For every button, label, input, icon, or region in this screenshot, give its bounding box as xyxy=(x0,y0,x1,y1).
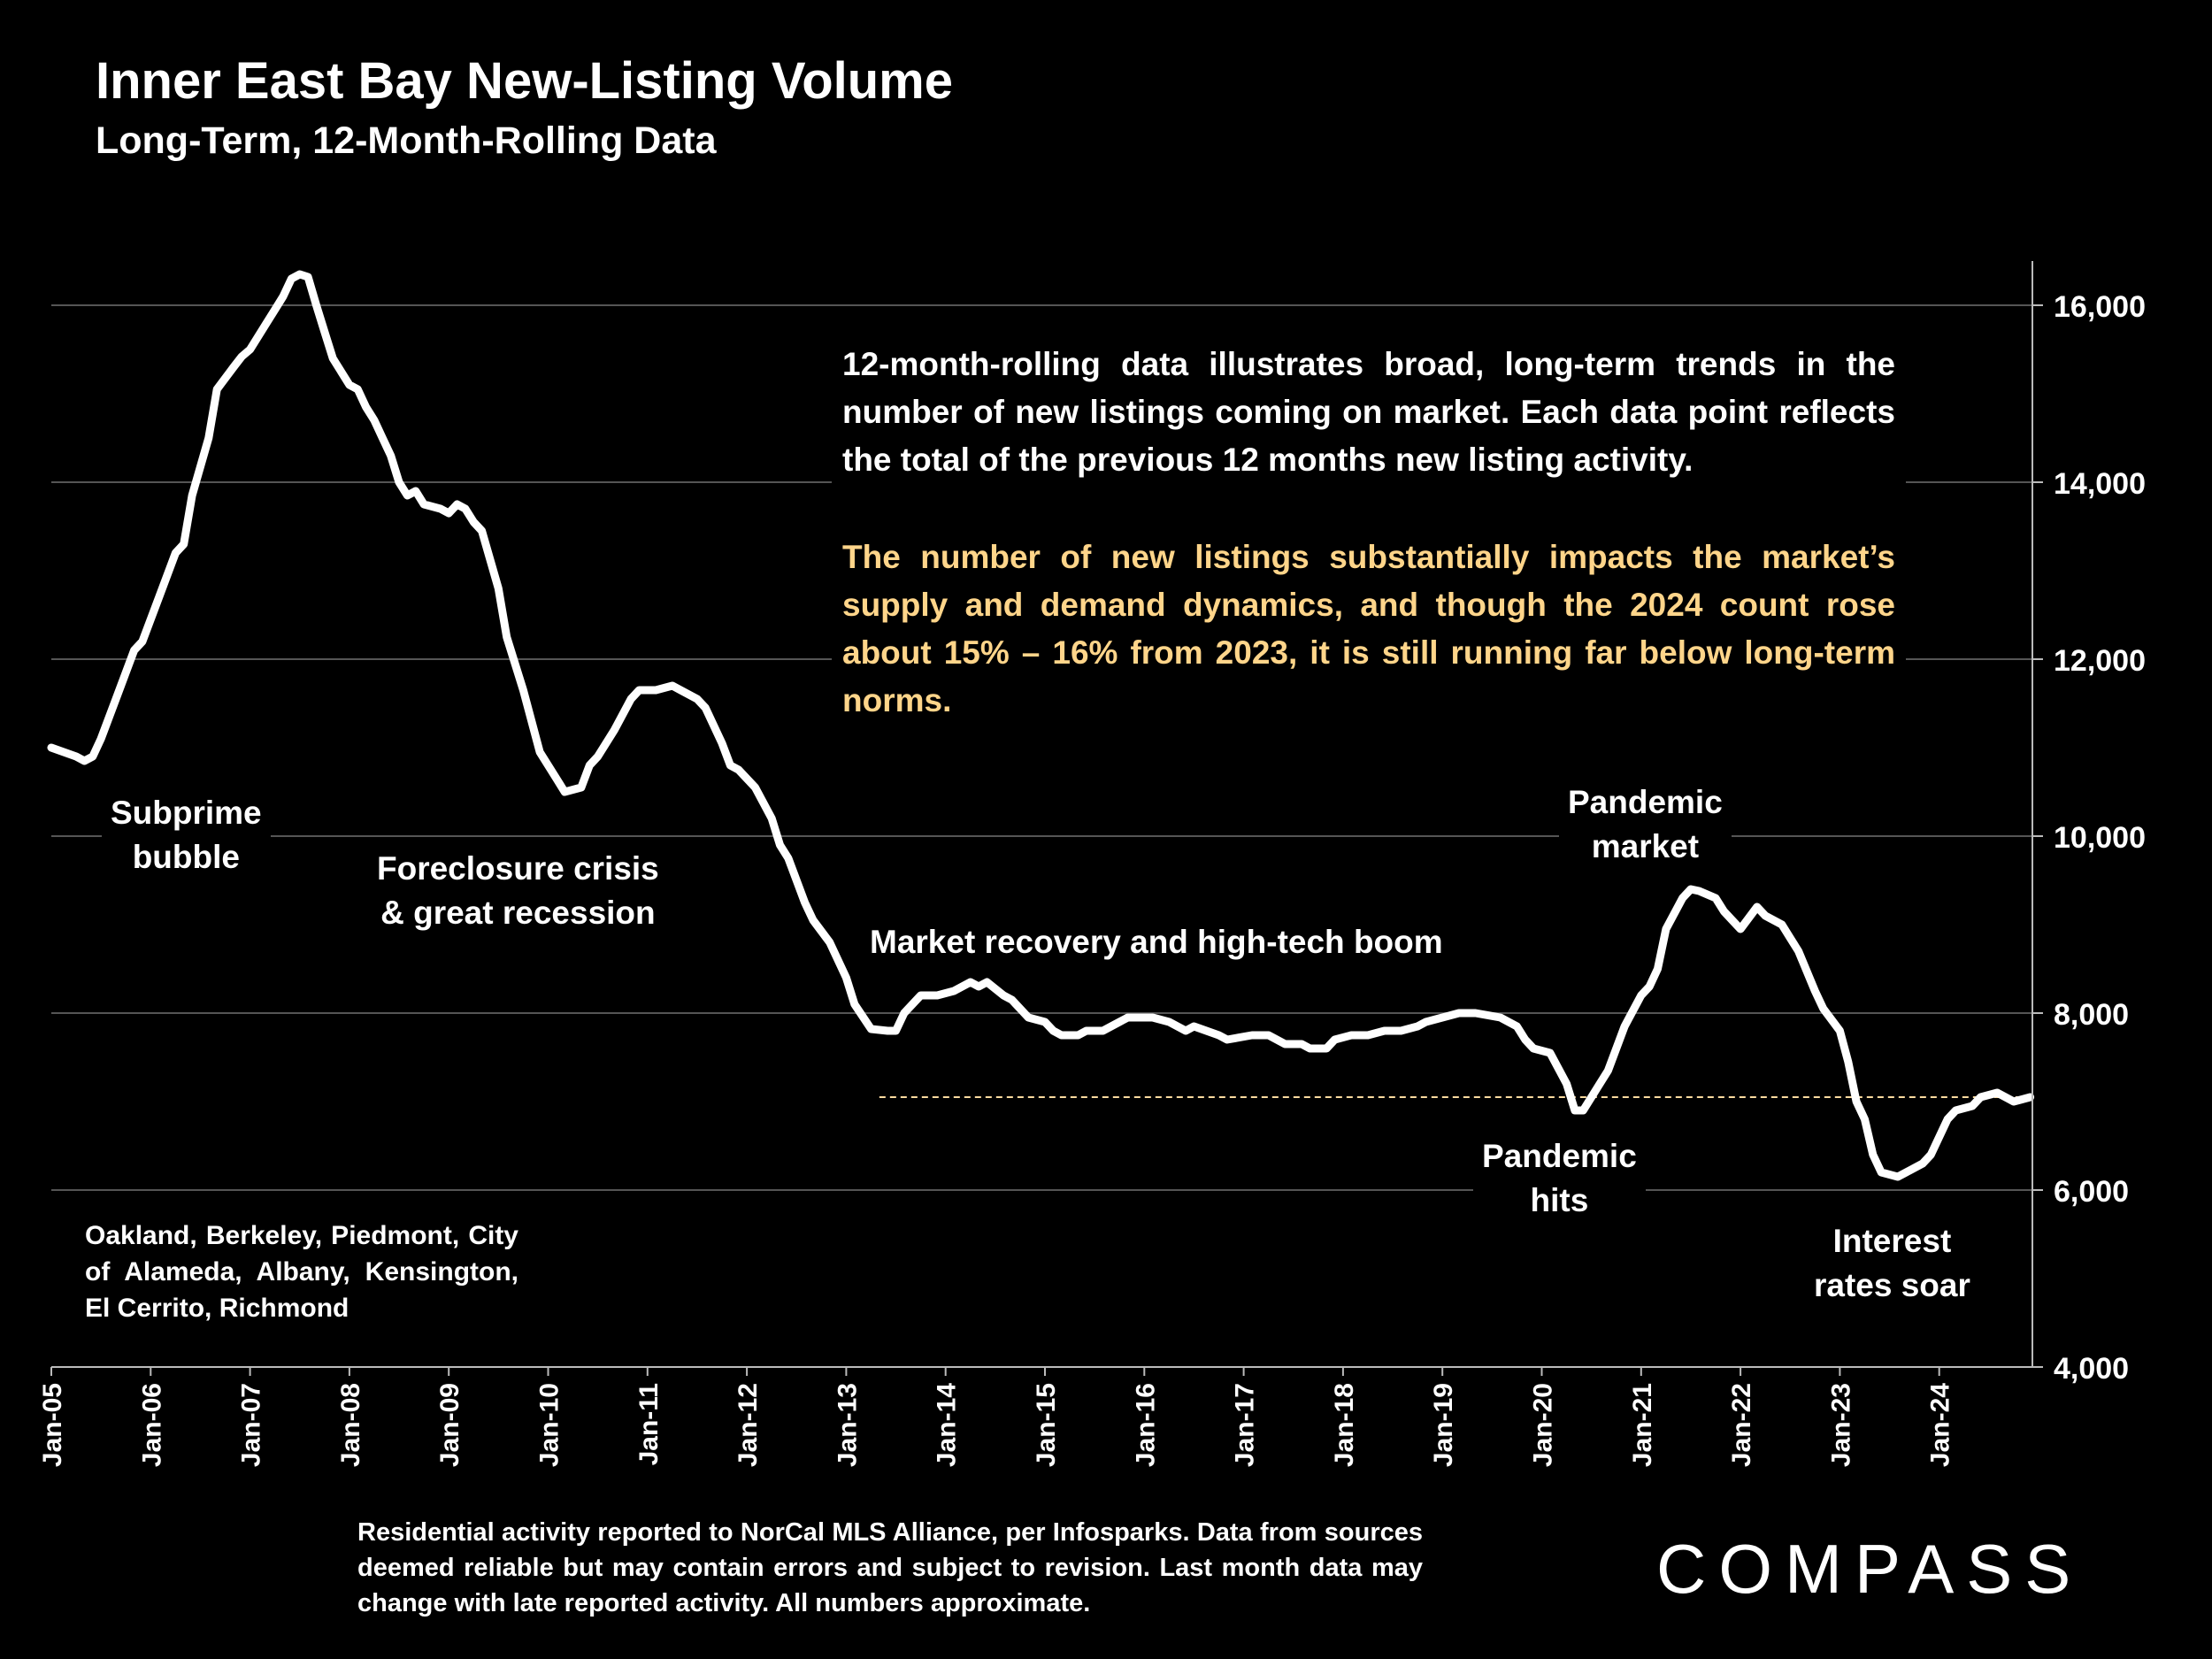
x-tick-label: Jan-19 xyxy=(1429,1383,1458,1467)
x-tick-label: Jan-15 xyxy=(1032,1383,1061,1467)
cities-list: Oakland, Berkeley, Piedmont, City of Ala… xyxy=(85,1221,518,1323)
x-tick-label: Jan-12 xyxy=(733,1383,763,1467)
y-tick-label: 12,000 xyxy=(2054,644,2146,678)
annotation-recovery: Market recovery and high-tech boom xyxy=(861,920,1452,964)
compass-logo: COMPASS xyxy=(1656,1530,2084,1608)
annotation-foreclosure-line1: Foreclosure crisis xyxy=(377,850,659,887)
x-tick-label: Jan-14 xyxy=(933,1383,962,1467)
x-tick-label: Jan-18 xyxy=(1330,1383,1359,1467)
x-tick-label: Jan-20 xyxy=(1529,1383,1558,1467)
highlight-note: The number of new listings substantially… xyxy=(832,534,1906,725)
annotation-pandemic-market-line1: Pandemic xyxy=(1568,784,1723,820)
y-tick-label: 16,000 xyxy=(2054,290,2146,324)
y-tick-label: 4,000 xyxy=(2054,1352,2129,1386)
y-tick-label: 14,000 xyxy=(2054,467,2146,501)
x-tick-label: Jan-13 xyxy=(833,1383,862,1467)
annotation-pandemic-market-line2: market xyxy=(1591,828,1700,864)
x-tick-label: Jan-09 xyxy=(435,1383,465,1467)
y-axis: 4,000 6,000 8,000 10,000 12,000 14,000 16,000 xyxy=(2032,290,2146,1386)
source-footnote: Residential activity reported to NorCal … xyxy=(357,1518,1423,1617)
annotation-foreclosure: Foreclosure crisis & great recession xyxy=(368,847,668,935)
annotation-pandemic-hits-line2: hits xyxy=(1530,1182,1589,1218)
y-tick-label: 10,000 xyxy=(2054,821,2146,855)
y-tick-label: 8,000 xyxy=(2054,998,2129,1032)
x-tick-label: Jan-05 xyxy=(38,1383,67,1467)
x-tick-label: Jan-07 xyxy=(237,1383,266,1467)
annotation-subprime: Subprime bubble xyxy=(102,791,271,879)
annotation-interest-rates-line1: Interest xyxy=(1832,1223,1952,1259)
x-tick-label: Jan-17 xyxy=(1231,1383,1260,1467)
x-tick-label: Jan-11 xyxy=(634,1383,664,1465)
y-tick-label: 6,000 xyxy=(2054,1175,2129,1209)
annotation-interest-rates: Interest rates soar xyxy=(1805,1219,1979,1308)
x-axis: Jan-05 Jan-06 Jan-07 Jan-08 Jan-09 Jan-10 Jan-… xyxy=(38,1367,1955,1467)
annotation-interest-rates-line2: rates soar xyxy=(1814,1267,1970,1303)
chart-title: Inner East Bay New-Listing Volume xyxy=(96,52,954,110)
x-tick-label: Jan-06 xyxy=(137,1383,166,1467)
annotation-pandemic-market: Pandemic market xyxy=(1559,780,1732,869)
x-tick-label: Jan-23 xyxy=(1826,1383,1855,1467)
x-tick-label: Jan-24 xyxy=(1926,1383,1955,1467)
x-tick-label: Jan-10 xyxy=(535,1383,565,1467)
annotation-subprime-line1: Subprime xyxy=(111,795,262,831)
description-note: 12-month-rolling data illustrates broad,… xyxy=(832,341,1906,484)
x-tick-label: Jan-21 xyxy=(1628,1383,1657,1467)
series-line-new-listings xyxy=(47,270,2035,1181)
annotation-subprime-line2: bubble xyxy=(132,839,240,875)
annotation-pandemic-hits: Pandemic hits xyxy=(1473,1134,1646,1223)
annotation-pandemic-hits-line1: Pandemic xyxy=(1482,1138,1637,1174)
x-tick-label: Jan-16 xyxy=(1131,1383,1160,1467)
x-tick-label: Jan-08 xyxy=(336,1383,365,1467)
annotation-foreclosure-line2: & great recession xyxy=(380,895,656,931)
chart-subtitle: Long-Term, 12-Month-Rolling Data xyxy=(96,119,717,162)
x-tick-label: Jan-22 xyxy=(1727,1383,1756,1467)
